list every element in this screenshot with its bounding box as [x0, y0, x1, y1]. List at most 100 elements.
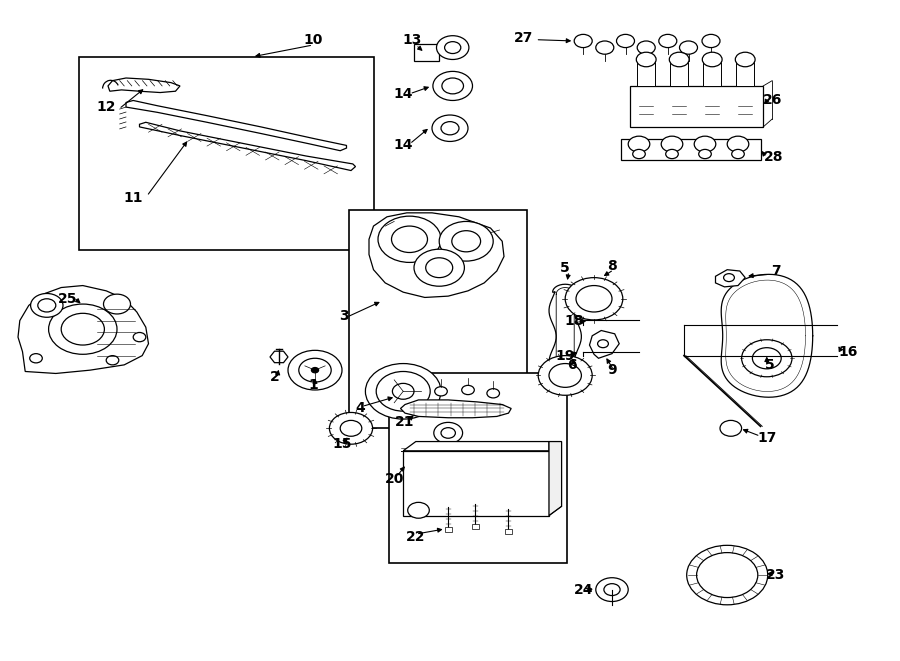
Bar	[445, 527, 452, 532]
Polygon shape	[400, 400, 511, 418]
Polygon shape	[369, 213, 504, 297]
Circle shape	[414, 249, 464, 286]
Text: 28: 28	[764, 150, 784, 165]
Polygon shape	[18, 286, 149, 373]
Circle shape	[662, 136, 683, 152]
Polygon shape	[126, 100, 346, 151]
Circle shape	[311, 368, 319, 373]
Circle shape	[376, 371, 430, 411]
Text: 24: 24	[573, 582, 593, 597]
Circle shape	[441, 122, 459, 135]
Text: 8: 8	[608, 258, 616, 273]
Circle shape	[574, 34, 592, 48]
Circle shape	[702, 52, 722, 67]
Polygon shape	[108, 78, 180, 93]
Bar	[472, 524, 479, 529]
Bar	[637, 61, 655, 86]
Circle shape	[735, 52, 755, 67]
Circle shape	[133, 332, 146, 342]
Text: 12: 12	[96, 100, 116, 114]
Bar	[389, 373, 567, 563]
Bar	[505, 529, 512, 534]
Circle shape	[720, 420, 742, 436]
Polygon shape	[590, 330, 619, 358]
Circle shape	[538, 356, 592, 395]
Circle shape	[666, 149, 679, 159]
Circle shape	[702, 34, 720, 48]
Circle shape	[659, 34, 677, 48]
Circle shape	[637, 41, 655, 54]
Text: 15: 15	[332, 437, 352, 451]
Circle shape	[598, 340, 608, 348]
Circle shape	[604, 584, 620, 596]
Text: 26: 26	[762, 93, 782, 108]
Circle shape	[727, 136, 749, 152]
Circle shape	[694, 136, 716, 152]
Circle shape	[680, 41, 698, 54]
Circle shape	[435, 387, 447, 396]
Circle shape	[392, 383, 414, 399]
Circle shape	[565, 278, 623, 320]
Circle shape	[365, 364, 441, 419]
Circle shape	[452, 231, 481, 252]
Circle shape	[462, 385, 474, 395]
Circle shape	[445, 42, 461, 54]
Bar	[670, 61, 688, 86]
Circle shape	[329, 412, 373, 444]
Text: 19: 19	[555, 348, 575, 363]
Circle shape	[426, 258, 453, 278]
Text: 14: 14	[393, 138, 413, 153]
Circle shape	[38, 299, 56, 312]
Bar	[349, 210, 527, 428]
Text: 25: 25	[58, 292, 77, 306]
Circle shape	[698, 149, 711, 159]
Text: 9: 9	[608, 363, 616, 377]
Circle shape	[724, 274, 734, 282]
Circle shape	[752, 348, 781, 369]
Circle shape	[442, 78, 464, 94]
Circle shape	[742, 340, 792, 377]
Text: 14: 14	[393, 87, 413, 101]
Polygon shape	[270, 351, 288, 363]
Circle shape	[636, 52, 656, 67]
Bar	[621, 139, 760, 160]
Circle shape	[549, 364, 581, 387]
Circle shape	[596, 41, 614, 54]
Bar	[630, 86, 763, 127]
Circle shape	[697, 553, 758, 598]
Polygon shape	[549, 442, 562, 516]
Text: 1: 1	[309, 377, 318, 392]
Circle shape	[49, 304, 117, 354]
Circle shape	[616, 34, 634, 48]
Circle shape	[487, 389, 500, 398]
Bar	[79, 57, 374, 250]
Text: 16: 16	[838, 344, 858, 359]
Text: 2: 2	[270, 369, 279, 384]
Circle shape	[441, 428, 455, 438]
Polygon shape	[140, 122, 356, 171]
Text: 6: 6	[567, 358, 576, 372]
Polygon shape	[716, 270, 745, 287]
Text: 21: 21	[395, 414, 415, 429]
Text: 13: 13	[402, 32, 422, 47]
Circle shape	[596, 578, 628, 602]
Circle shape	[670, 52, 689, 67]
Circle shape	[432, 115, 468, 141]
Circle shape	[61, 313, 104, 345]
Circle shape	[732, 149, 744, 159]
Text: 4: 4	[356, 401, 364, 416]
Text: 5: 5	[561, 260, 570, 275]
Text: 17: 17	[757, 430, 777, 445]
Text: 7: 7	[771, 264, 780, 278]
Bar	[414, 44, 439, 61]
Text: 18: 18	[564, 313, 584, 328]
Polygon shape	[403, 442, 549, 451]
Circle shape	[299, 358, 331, 382]
Text: 27: 27	[514, 31, 534, 46]
Text: 23: 23	[766, 568, 786, 582]
Bar	[736, 61, 754, 86]
Circle shape	[30, 354, 42, 363]
Circle shape	[392, 226, 428, 253]
Text: 3: 3	[339, 309, 348, 323]
Circle shape	[576, 286, 612, 312]
